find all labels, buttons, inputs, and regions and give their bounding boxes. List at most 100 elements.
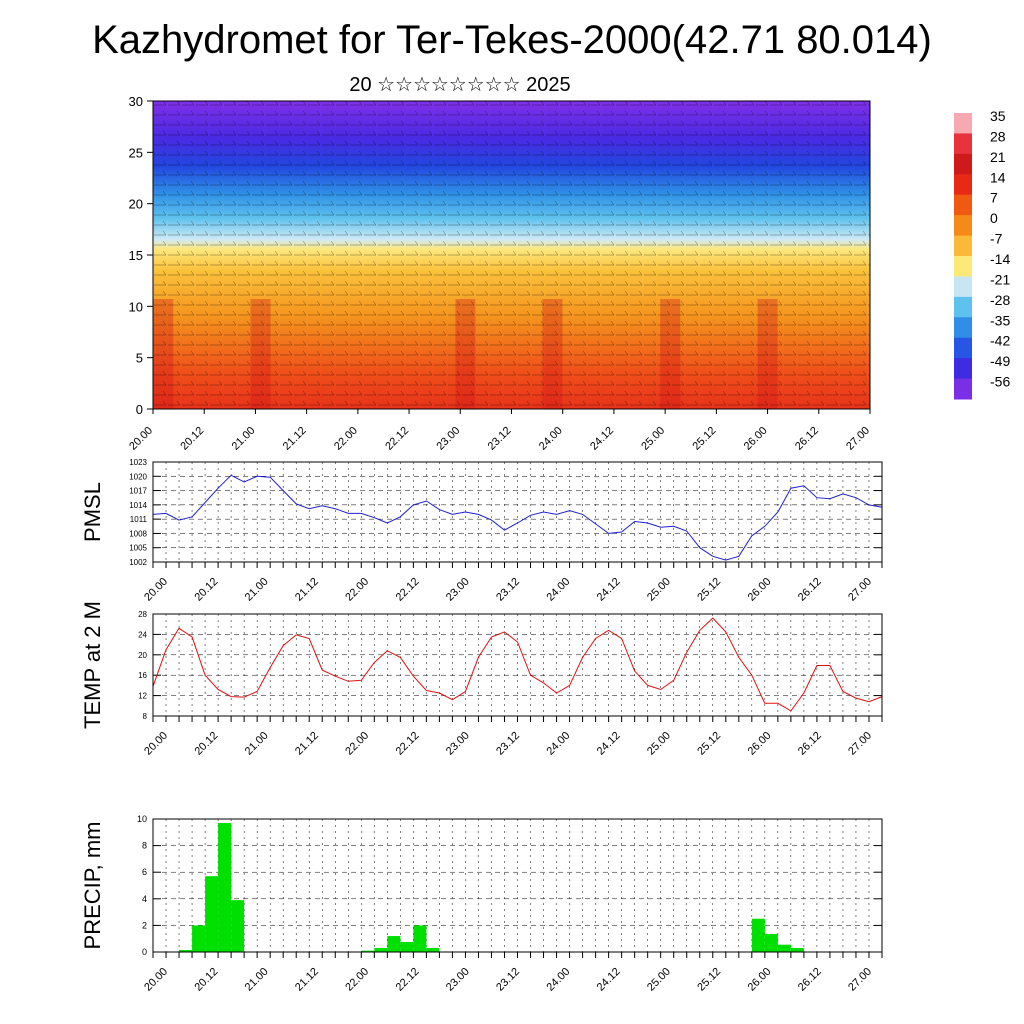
colorbar-label: -56 bbox=[990, 374, 1010, 390]
x-tick-label: 24.12 bbox=[595, 576, 623, 604]
colorbar-swatch bbox=[954, 358, 972, 380]
y-tick-label: 28 bbox=[138, 610, 147, 619]
colorbar-swatch bbox=[954, 378, 972, 400]
y-tick-label: 20 bbox=[129, 197, 143, 212]
y-tick-label: 30 bbox=[129, 94, 143, 109]
wind-barbs bbox=[153, 101, 870, 409]
x-tick-label: 20.00 bbox=[142, 576, 170, 604]
x-tick-label: 20.12 bbox=[192, 966, 220, 994]
y-tick-label: 1005 bbox=[129, 544, 147, 553]
x-tick-label: 27.00 bbox=[844, 425, 872, 453]
panel-frame bbox=[152, 613, 883, 717]
x-tick-label: 26.12 bbox=[793, 425, 821, 453]
y-tick-label: 4 bbox=[142, 894, 147, 904]
x-tick-label: 26.12 bbox=[796, 576, 824, 604]
colorbar-label: -42 bbox=[990, 333, 1010, 349]
x-tick-label: 25.12 bbox=[691, 425, 719, 453]
y-tick-label: 16 bbox=[138, 671, 147, 680]
x-tick-label: 23.00 bbox=[434, 425, 462, 453]
y-tick-label: 10 bbox=[129, 299, 143, 314]
y-tick-label: 25 bbox=[129, 145, 143, 160]
precip-bar bbox=[374, 948, 388, 952]
x-tick-label: 26.00 bbox=[746, 576, 774, 604]
precip-bar bbox=[751, 918, 765, 952]
colorbar-swatch bbox=[954, 113, 972, 134]
x-tick-label: 24.12 bbox=[595, 730, 623, 758]
x-tick-label: 20.12 bbox=[192, 730, 220, 758]
x-tick-label: 25.12 bbox=[695, 576, 723, 604]
y-tick-label: 24 bbox=[138, 630, 147, 639]
y-axis-label: PMSL bbox=[80, 482, 105, 542]
panel-frame bbox=[152, 461, 883, 563]
x-tick-label: 20.00 bbox=[142, 966, 170, 994]
x-tick-label: 23.12 bbox=[494, 966, 522, 994]
colorbar-swatch bbox=[954, 153, 972, 175]
y-tick-label: 12 bbox=[138, 692, 147, 701]
colorbar-label: -21 bbox=[990, 271, 1010, 287]
y-tick-label: 2 bbox=[142, 920, 147, 930]
colorbar-label: 0 bbox=[990, 210, 998, 226]
y-tick-label: 15 bbox=[129, 248, 143, 263]
y-tick-label: 8 bbox=[143, 712, 148, 721]
x-tick-label: 23.12 bbox=[494, 576, 522, 604]
x-tick-label: 26.12 bbox=[796, 730, 824, 758]
y-tick-label: 0 bbox=[142, 947, 147, 957]
precip-bar bbox=[218, 822, 232, 952]
page-subtitle: 20 ☆☆☆☆☆☆☆☆ 2025 bbox=[349, 74, 571, 96]
precip-bar bbox=[205, 876, 219, 952]
x-tick-label: 25.12 bbox=[695, 966, 723, 994]
x-tick-label: 21.00 bbox=[230, 425, 258, 453]
precip-bar bbox=[777, 944, 791, 952]
colorbar-swatch bbox=[954, 296, 972, 318]
colorbar-label: -14 bbox=[990, 251, 1010, 267]
x-tick-label: 23.12 bbox=[494, 730, 522, 758]
y-tick-label: 20 bbox=[138, 651, 147, 660]
x-tick-label: 21.00 bbox=[243, 576, 271, 604]
y-tick-label: 0 bbox=[136, 402, 143, 417]
x-tick-label: 23.00 bbox=[444, 730, 472, 758]
x-tick-label: 26.00 bbox=[742, 425, 770, 453]
colorbar-label: 21 bbox=[990, 149, 1006, 165]
colorbar-label: -28 bbox=[990, 292, 1010, 308]
y-tick-label: 1011 bbox=[130, 515, 148, 524]
colorbar-label: 35 bbox=[990, 108, 1006, 124]
x-tick-label: 25.12 bbox=[695, 730, 723, 758]
x-tick-label: 20.00 bbox=[142, 730, 170, 758]
x-tick-label: 24.12 bbox=[595, 966, 623, 994]
precip-bar bbox=[231, 900, 245, 952]
x-tick-label: 20.00 bbox=[127, 425, 155, 453]
panel-frame bbox=[152, 818, 883, 953]
y-axis-label: TEMP at 2 M bbox=[80, 601, 105, 729]
x-tick-label: 24.00 bbox=[544, 576, 572, 604]
x-tick-label: 22.12 bbox=[394, 730, 422, 758]
pmsl-panel: 1002 1005 1008 1011 1014 1017 1020 1023 20.00 20.… bbox=[80, 458, 883, 604]
precip-bar bbox=[790, 948, 804, 952]
colorbar-swatch bbox=[954, 337, 972, 359]
x-tick-label: 21.00 bbox=[243, 966, 271, 994]
x-tick-label: 22.00 bbox=[343, 730, 371, 758]
y-tick-label: 1008 bbox=[129, 529, 147, 538]
x-tick-label: 23.00 bbox=[444, 966, 472, 994]
colorbar-label: 14 bbox=[990, 169, 1006, 185]
x-tick-label: 23.12 bbox=[486, 425, 514, 453]
colorbar-swatch bbox=[954, 235, 972, 257]
colorbar: 35 28 21 14 7 0 -7 -14 -21 -28 -35 -42 -49 -56 bbox=[954, 108, 1010, 400]
y-tick-label: 10 bbox=[137, 814, 147, 824]
x-tick-label: 21.00 bbox=[243, 730, 271, 758]
precip-panel: 0 2 4 6 8 10 20.00 20.12 21.00 21.12 22.00 22.12 23.… bbox=[80, 814, 883, 994]
x-tick-label: 25.00 bbox=[645, 576, 673, 604]
x-tick-label: 27.00 bbox=[846, 966, 874, 994]
x-tick-label: 21.12 bbox=[281, 425, 309, 453]
x-tick-label: 23.00 bbox=[444, 576, 472, 604]
x-tick-label: 22.12 bbox=[394, 966, 422, 994]
x-tick-label: 22.00 bbox=[343, 966, 371, 994]
y-tick-label: 1002 bbox=[129, 558, 147, 567]
x-tick-label: 24.00 bbox=[537, 425, 565, 453]
y-tick-label: 1023 bbox=[129, 458, 147, 467]
y-tick-label: 1017 bbox=[129, 487, 147, 496]
precip-bar bbox=[413, 925, 427, 952]
colorbar-swatch bbox=[954, 317, 972, 339]
precip-bar bbox=[361, 950, 375, 952]
precip-bar bbox=[179, 950, 193, 952]
